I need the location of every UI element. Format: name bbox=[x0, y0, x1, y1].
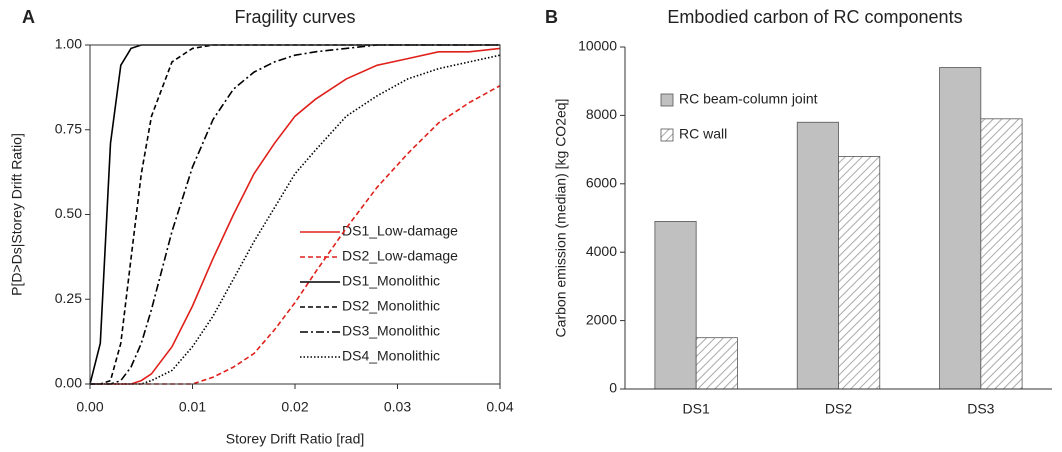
panel-label: A bbox=[22, 7, 35, 27]
bar bbox=[838, 156, 881, 390]
plot-frame bbox=[89, 44, 501, 385]
legend-label: RC beam-column joint bbox=[679, 91, 818, 107]
y-tick-label: 0.25 bbox=[55, 290, 82, 306]
legend-label: DS1_Low-damage bbox=[342, 223, 458, 239]
legend-swatch bbox=[660, 128, 674, 142]
chart-title: Embodied carbon of RC components bbox=[667, 7, 962, 27]
legend-label: DS2_Low-damage bbox=[342, 248, 458, 264]
y-tick-label: 2000 bbox=[586, 311, 617, 327]
y-tick-label: 0 bbox=[609, 380, 617, 396]
y-tick-label: 1.00 bbox=[55, 36, 82, 52]
bar bbox=[980, 118, 1023, 390]
x-tick-label: DS3 bbox=[967, 401, 994, 417]
x-tick-label: 0.02 bbox=[281, 399, 308, 415]
y-axis-label: Carbon emission (median) [kg CO2eq] bbox=[553, 99, 569, 338]
y-tick-label: 4000 bbox=[586, 243, 617, 259]
bar bbox=[654, 221, 697, 390]
legend-label: DS1_Monolithic bbox=[342, 273, 440, 289]
legend-label: RC wall bbox=[679, 126, 727, 142]
x-tick-label: DS2 bbox=[825, 401, 852, 417]
y-tick-label: 0.00 bbox=[55, 375, 82, 391]
bar bbox=[939, 67, 982, 390]
series-line bbox=[90, 44, 500, 385]
panel-label: B bbox=[545, 7, 558, 27]
x-tick-label: 0.00 bbox=[76, 399, 103, 415]
legend-swatch bbox=[660, 93, 674, 107]
bar bbox=[695, 337, 738, 390]
y-tick-label: 0.75 bbox=[55, 120, 82, 136]
legend-label: DS2_Monolithic bbox=[342, 298, 440, 314]
legend-label: DS4_Monolithic bbox=[342, 348, 440, 364]
x-tick-label: DS1 bbox=[683, 401, 710, 417]
y-tick-label: 8000 bbox=[586, 106, 617, 122]
chart-title: Fragility curves bbox=[234, 7, 355, 27]
x-tick-label: 0.03 bbox=[384, 399, 411, 415]
legend-label: DS3_Monolithic bbox=[342, 323, 440, 339]
y-tick-label: 10000 bbox=[578, 38, 617, 54]
x-axis-label: Storey Drift Ratio [rad] bbox=[226, 431, 365, 447]
x-tick-label: 0.04 bbox=[486, 399, 513, 415]
bar bbox=[796, 121, 839, 390]
y-axis-label: P[D>Ds|Storey Drift Ratio] bbox=[9, 133, 25, 296]
x-tick-label: 0.01 bbox=[179, 399, 206, 415]
y-tick-label: 6000 bbox=[586, 175, 617, 191]
y-tick-label: 0.50 bbox=[55, 205, 82, 221]
